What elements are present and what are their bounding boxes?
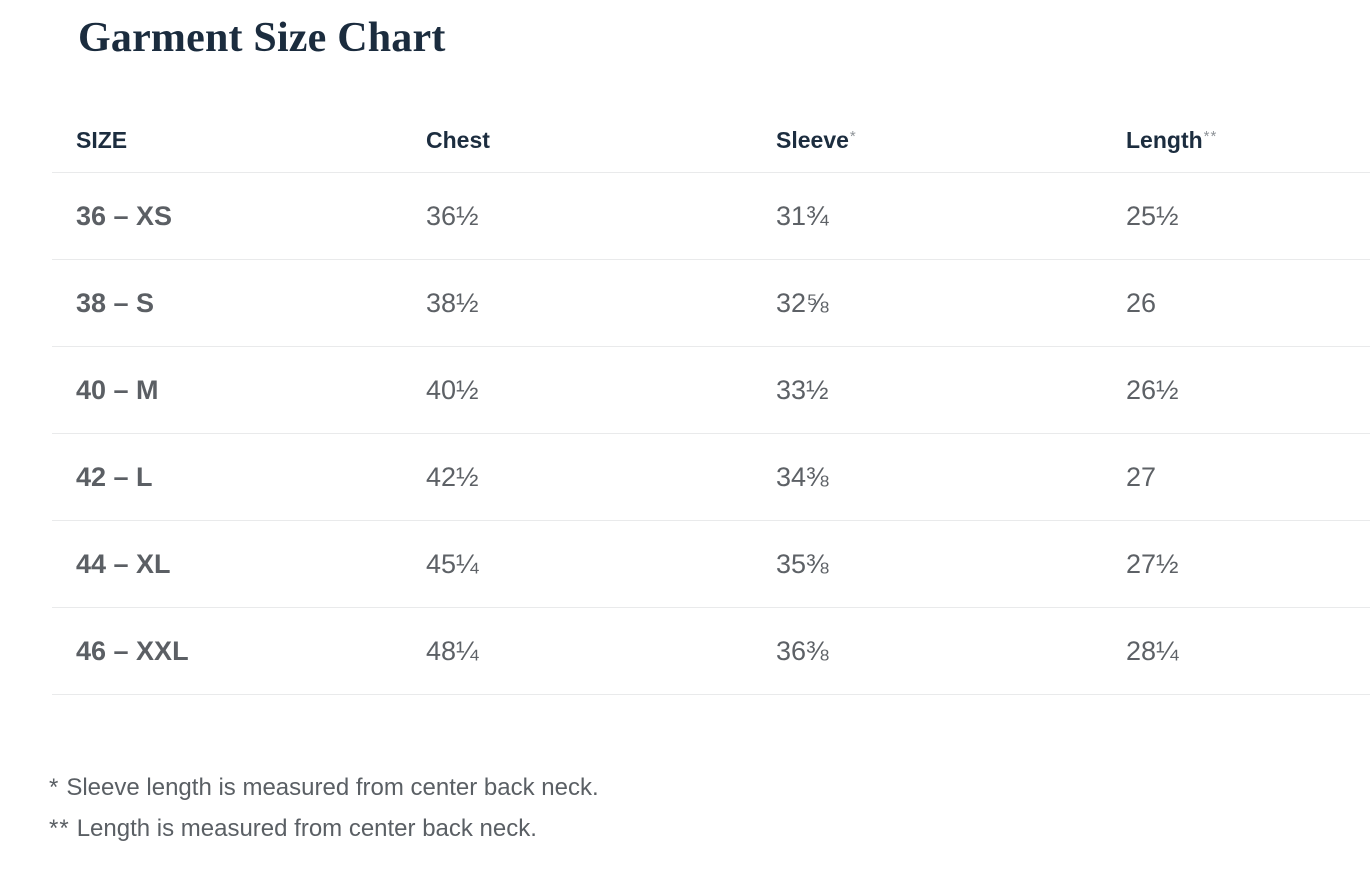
- row-size-cell: 44 – XL: [76, 548, 171, 579]
- column-header-size: SIZE: [52, 127, 402, 154]
- size-chart-table: SIZE Chest Sleeve* Length** 36 – XS 36½ …: [52, 109, 1370, 695]
- column-header-sleeve-asterisk: *: [849, 128, 857, 145]
- table-body: 36 – XS 36½ 31¾ 25½ 38 – S 38½ 32⅝ 26 40…: [52, 173, 1370, 695]
- row-size-cell: 42 – L: [76, 461, 153, 492]
- row-length-cell: 26: [1126, 287, 1157, 318]
- row-length-cell: 28¼: [1126, 635, 1179, 666]
- column-header-chest: Chest: [402, 127, 752, 154]
- page-title: Garment Size Chart: [78, 15, 446, 61]
- row-sleeve-cell: 32⅝: [776, 287, 829, 318]
- table-row: 42 – L 42½ 34⅜ 27: [52, 434, 1370, 521]
- row-size-cell: 38 – S: [76, 287, 155, 318]
- row-sleeve-cell: 34⅜: [776, 461, 829, 492]
- row-chest-cell: 40½: [426, 374, 479, 405]
- footnote-length: ** Length is measured from center back ne…: [49, 808, 1370, 849]
- column-header-length-asterisk: **: [1203, 128, 1218, 145]
- table-row: 46 – XXL 48¼ 36⅜ 28¼: [52, 608, 1370, 695]
- footnote-sleeve-text: Sleeve length is measured from center ba…: [66, 774, 599, 801]
- row-sleeve-cell: 36⅜: [776, 635, 829, 666]
- row-size-cell: 46 – XXL: [76, 635, 189, 666]
- footnote-sleeve-marker: *: [49, 774, 60, 801]
- row-chest-cell: 36½: [426, 200, 479, 231]
- footnote-length-marker: **: [49, 815, 70, 842]
- footnote-sleeve: * Sleeve length is measured from center b…: [49, 767, 1370, 808]
- table-row: 36 – XS 36½ 31¾ 25½: [52, 173, 1370, 260]
- row-length-cell: 27½: [1126, 548, 1179, 579]
- footnote-length-text: Length is measured from center back neck…: [76, 815, 537, 842]
- column-header-sleeve-label: Sleeve: [776, 127, 849, 153]
- row-chest-cell: 48¼: [426, 635, 479, 666]
- column-header-size-label: SIZE: [76, 127, 128, 153]
- row-length-cell: 25½: [1126, 200, 1179, 231]
- row-sleeve-cell: 33½: [776, 374, 829, 405]
- row-sleeve-cell: 31¾: [776, 200, 829, 231]
- row-sleeve-cell: 35⅜: [776, 548, 829, 579]
- table-row: 40 – M 40½ 33½ 26½: [52, 347, 1370, 434]
- column-header-length: Length**: [1102, 127, 1370, 154]
- column-header-sleeve: Sleeve*: [752, 127, 1102, 154]
- row-size-cell: 36 – XS: [76, 200, 173, 231]
- table-row: 44 – XL 45¼ 35⅜ 27½: [52, 521, 1370, 608]
- table-row: 38 – S 38½ 32⅝ 26: [52, 260, 1370, 347]
- column-header-chest-label: Chest: [426, 127, 490, 153]
- row-length-cell: 26½: [1126, 374, 1179, 405]
- row-chest-cell: 38½: [426, 287, 479, 318]
- table-header-row: SIZE Chest Sleeve* Length**: [52, 109, 1370, 173]
- row-chest-cell: 42½: [426, 461, 479, 492]
- row-size-cell: 40 – M: [76, 374, 159, 405]
- column-header-length-label: Length: [1126, 127, 1203, 153]
- row-chest-cell: 45¼: [426, 548, 479, 579]
- footnotes: * Sleeve length is measured from center b…: [49, 767, 1370, 849]
- row-length-cell: 27: [1126, 461, 1157, 492]
